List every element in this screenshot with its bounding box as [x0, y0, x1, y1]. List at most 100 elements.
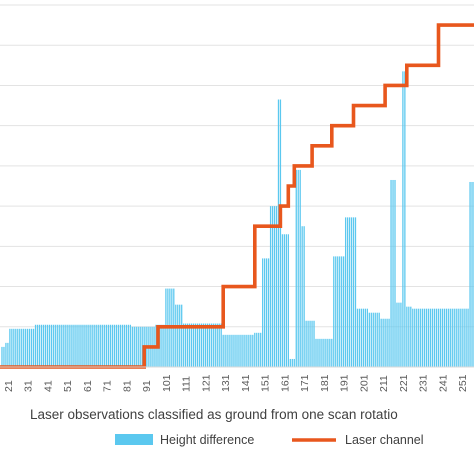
height-difference-bar	[111, 324, 114, 367]
height-difference-bar	[258, 332, 260, 367]
height-difference-bar	[325, 338, 327, 367]
height-difference-bar	[113, 324, 116, 367]
height-difference-bar	[420, 308, 422, 367]
height-difference-bar	[40, 324, 43, 367]
height-difference-bar	[362, 308, 365, 367]
height-difference-bar	[42, 324, 45, 367]
height-difference-bar	[291, 358, 293, 367]
height-difference-bar	[398, 302, 400, 367]
height-difference-bar	[380, 318, 382, 367]
height-difference-bar	[163, 324, 165, 367]
height-difference-bar	[315, 338, 317, 367]
height-difference-bar	[382, 318, 384, 367]
x-tick-label: 151	[260, 374, 272, 392]
height-difference-bars	[1, 71, 474, 368]
height-difference-bar	[194, 323, 197, 367]
height-difference-bar	[305, 320, 307, 367]
height-difference-bar	[216, 323, 218, 367]
height-difference-bar	[68, 324, 70, 367]
height-difference-bar	[252, 334, 254, 367]
height-difference-bar	[244, 334, 246, 367]
x-tick-label: 121	[200, 374, 212, 392]
height-difference-bar	[429, 308, 432, 367]
height-difference-bar	[364, 308, 367, 367]
height-difference-bar	[200, 323, 203, 367]
height-difference-bar	[374, 312, 376, 367]
height-difference-bar	[425, 308, 428, 367]
height-difference-bar	[98, 324, 100, 367]
height-difference-bar	[5, 342, 7, 367]
height-difference-bar	[445, 308, 447, 367]
legend-swatch-height-difference	[115, 434, 153, 445]
height-difference-bar	[331, 338, 333, 367]
height-difference-bar	[281, 234, 284, 367]
height-difference-bar	[220, 323, 222, 367]
height-difference-bar	[23, 328, 25, 367]
height-difference-bar	[190, 323, 193, 367]
height-difference-bar	[289, 358, 291, 367]
height-difference-bar	[107, 324, 110, 367]
height-difference-bar	[435, 308, 438, 367]
height-difference-bar	[226, 334, 228, 367]
height-difference-bar	[457, 308, 459, 367]
height-difference-bar	[319, 338, 321, 367]
height-difference-bar	[72, 324, 74, 367]
height-difference-bar	[412, 308, 414, 367]
height-difference-bar	[175, 304, 177, 367]
height-difference-bar	[123, 324, 126, 367]
height-difference-bar	[133, 326, 135, 367]
height-difference-bar	[236, 334, 238, 367]
height-difference-bar	[441, 308, 444, 367]
height-difference-bar	[256, 332, 258, 367]
height-difference-bar	[262, 258, 264, 367]
height-difference-bar	[218, 323, 220, 367]
height-difference-bar	[54, 324, 56, 367]
x-tick-label: 101	[161, 374, 173, 392]
height-difference-bar	[135, 326, 137, 367]
height-difference-bar	[28, 328, 31, 367]
height-difference-bar	[76, 324, 78, 367]
height-difference-bar	[58, 324, 60, 367]
height-difference-bar	[356, 308, 359, 367]
height-difference-bar	[188, 323, 191, 367]
height-difference-bar	[92, 324, 94, 367]
height-difference-bar	[277, 99, 280, 368]
height-difference-bar	[372, 312, 374, 367]
height-difference-bar	[267, 258, 270, 367]
height-difference-bar	[471, 181, 473, 367]
height-difference-bar	[109, 324, 112, 367]
height-difference-bar	[137, 326, 139, 367]
height-difference-bar	[275, 206, 278, 367]
height-difference-bar	[333, 256, 335, 367]
x-tick-label: 191	[339, 374, 351, 392]
height-difference-bar	[183, 323, 185, 367]
height-difference-bar	[129, 324, 131, 367]
height-difference-bar	[32, 328, 35, 367]
height-difference-bar	[451, 308, 453, 367]
height-difference-bar	[461, 308, 463, 367]
x-tick-label: 41	[42, 380, 54, 392]
height-difference-bar	[388, 318, 390, 367]
laser-channel-line	[0, 23, 474, 369]
height-difference-bar	[192, 323, 195, 367]
height-difference-bar	[313, 320, 315, 367]
height-difference-bar	[230, 334, 232, 367]
height-difference-bar	[36, 324, 39, 367]
height-difference-bar	[265, 258, 268, 367]
x-tick-label: 251	[457, 374, 469, 392]
height-difference-bar	[100, 324, 102, 367]
height-difference-bar	[295, 169, 297, 367]
height-difference-bar	[283, 234, 286, 367]
height-difference-bar	[396, 302, 398, 367]
height-difference-bar	[279, 99, 282, 368]
height-difference-bar	[13, 328, 15, 367]
height-difference-bar	[370, 312, 372, 367]
height-difference-bar	[416, 308, 418, 367]
height-difference-bar	[70, 324, 72, 367]
height-difference-bar	[311, 320, 313, 367]
x-tick-label: 81	[121, 380, 133, 392]
height-difference-bar	[447, 308, 449, 367]
height-difference-bar	[214, 323, 216, 367]
height-difference-bar	[337, 256, 339, 367]
